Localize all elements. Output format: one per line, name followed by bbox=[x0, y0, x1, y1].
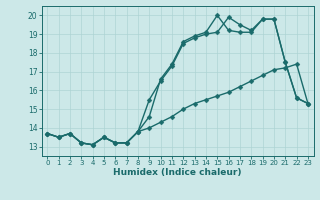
X-axis label: Humidex (Indice chaleur): Humidex (Indice chaleur) bbox=[113, 168, 242, 177]
